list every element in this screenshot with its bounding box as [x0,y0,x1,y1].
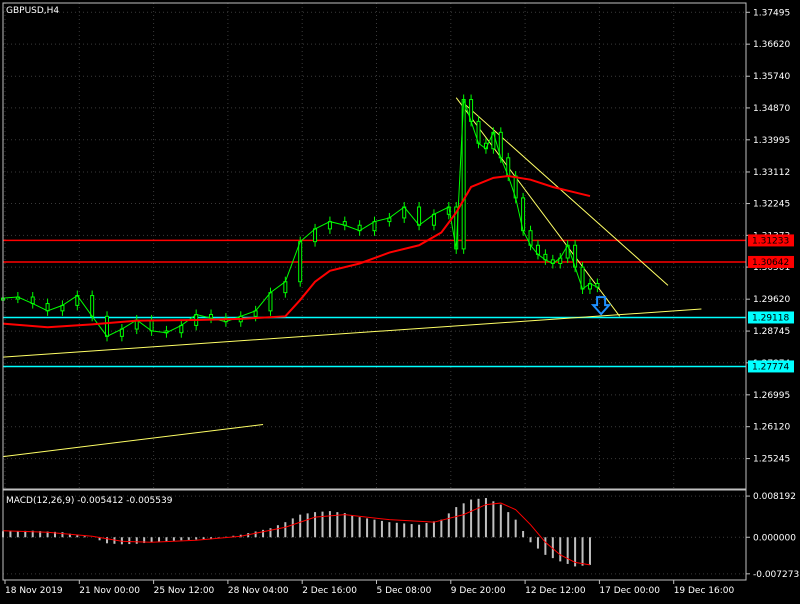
candle-body [268,292,273,312]
x-tick-label: 5 Dec 08:00 [377,586,432,596]
level-label-box [748,255,794,268]
macd-y-tick-label: -0.007273 [753,570,799,580]
level-label: 1.30642 [752,258,789,268]
main-y-tick-label: 1.25245 [753,455,790,465]
macd-y-tick-label: 0.008192 [753,492,796,502]
macd-y-axis: 0.008192 0.000000 -0.007273 [746,492,799,580]
x-tick-label: 18 Nov 2019 [5,586,63,596]
candle-body [417,206,422,226]
x-axis: 18 Nov 2019 21 Nov 00:00 25 Nov 12:00 28 No… [4,580,735,596]
x-tick-label: 19 Dec 16:00 [674,586,735,596]
main-y-tick-label: 1.26120 [753,423,790,433]
trendline [2,308,702,358]
candle-body [45,303,50,312]
main-y-tick-label: 1.32245 [753,200,790,210]
moving-average-line [2,175,591,329]
price-line [2,99,598,337]
main-y-tick-label: 1.26995 [753,391,790,401]
x-tick-label: 12 Dec 12:00 [525,586,586,596]
macd-title: MACD(12,26,9) -0.005412 -0.005539 [6,496,173,506]
main-y-tick-label: 1.35740 [753,72,790,82]
x-tick-label: 2 Dec 16:00 [302,586,357,596]
candle-body [372,221,377,232]
main-y-tick-label: 1.37495 [753,8,790,18]
candle-body [595,283,600,288]
x-tick-label: 9 Dec 20:00 [451,586,506,596]
candle-body [313,228,318,243]
x-tick-label: 21 Nov 00:00 [79,586,140,596]
level-label-box [748,234,794,247]
main-panel-frame [2,2,747,490]
candle-body [119,328,124,337]
macd-plot [2,498,591,567]
level-label: 1.29118 [752,313,789,323]
x-tick-label: 28 Nov 04:00 [228,586,289,596]
main-y-tick-label: 1.33112 [753,168,790,178]
macd-y-tick-label: 0.000000 [753,533,796,543]
candle-body [105,315,110,337]
level-label: 1.31233 [752,236,789,246]
main-plot [1,94,746,458]
symbol-title: GBPUSD,H4 [6,6,59,16]
level-label-box [748,360,794,373]
trendline [2,424,264,458]
candle-body [283,281,288,294]
candle-body [327,221,332,230]
macd-signal-line [2,502,591,566]
main-y-tick-label: 1.36620 [753,40,790,50]
level-label-box [748,311,794,324]
candle-body [90,295,95,317]
x-tick-label: 17 Dec 00:00 [599,586,660,596]
candle-body [149,319,154,332]
x-tick-label: 25 Nov 12:00 [154,586,215,596]
main-y-tick-label: 1.34870 [753,104,790,114]
down-arrow-icon [590,296,612,316]
trendline [463,102,669,286]
candle-body [431,213,436,226]
main-y-tick-label: 1.29620 [753,295,790,305]
macd-panel-frame [2,489,747,581]
main-y-tick-label: 1.28745 [753,327,790,337]
trendline [455,97,621,317]
candle-body [298,241,303,283]
candle-body [179,324,184,334]
main-y-tick-label: 1.30501 [753,263,790,273]
main-y-tick-label: 1.33995 [753,136,790,146]
level-labels: 1.31233 1.30642 1.29118 1.27774 [748,234,794,373]
level-label: 1.27774 [752,362,789,372]
